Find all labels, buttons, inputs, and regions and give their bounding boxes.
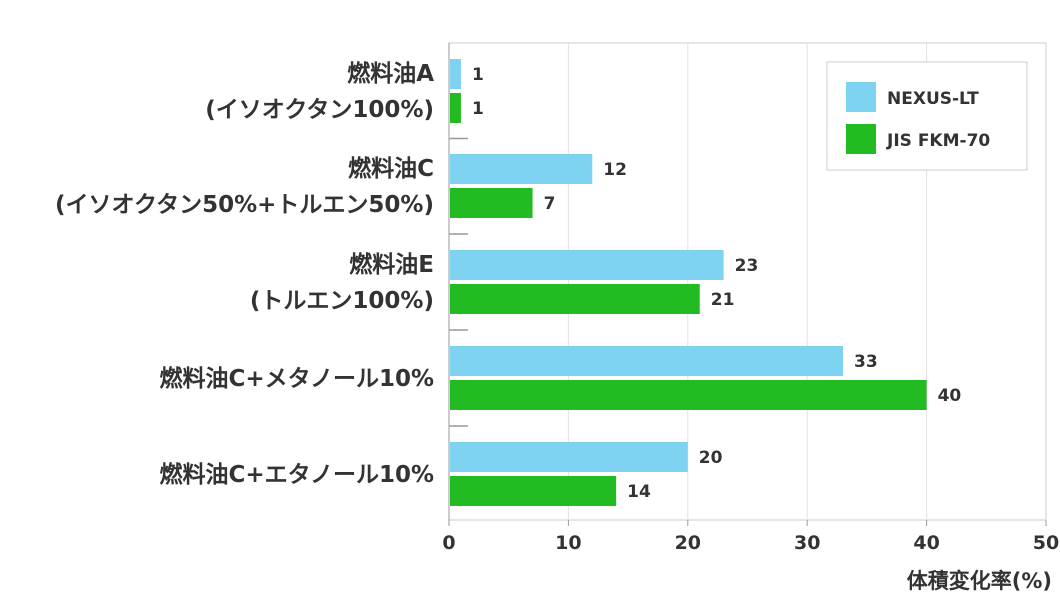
bar-nexus-lt: [450, 250, 724, 280]
x-tick-label: 20: [675, 532, 701, 554]
bar-nexus-lt: [450, 154, 593, 184]
bar-jis-fkm-70: [450, 380, 927, 410]
bar-nexus-lt: [450, 442, 688, 472]
bar-nexus-lt: [450, 59, 461, 89]
bar-nexus-lt: [450, 346, 844, 376]
value-label: 12: [603, 160, 627, 180]
x-tick-label: 30: [794, 532, 820, 554]
value-label: 1: [472, 99, 484, 119]
bars-layer: [450, 59, 927, 506]
legend-label: JIS FKM-70: [886, 131, 990, 151]
bar-jis-fkm-70: [450, 188, 533, 218]
category-label: 燃料油C+メタノール10%: [159, 365, 434, 392]
labels-layer: 0 10 20 30 40 50 1 12 23 33 20 1 7 21 40 14 燃料油A (イソオクタン1…: [55, 60, 1059, 554]
x-tick-label: 0: [442, 532, 455, 554]
category-label: (イソオクタン100%): [205, 97, 434, 123]
category-label: 燃料油C: [348, 155, 434, 182]
legend-swatch: [846, 82, 876, 112]
legend: NEXUS-LT JIS FKM-70: [826, 61, 1028, 171]
x-axis-title: 体積変化率(%): [907, 569, 1052, 593]
value-label: 20: [699, 448, 723, 468]
value-label: 40: [938, 386, 962, 406]
value-label: 7: [544, 194, 556, 214]
value-label: 23: [735, 256, 759, 276]
category-label: 燃料油E: [349, 251, 434, 278]
bar-jis-fkm-70: [450, 93, 461, 123]
legend-label: NEXUS-LT: [887, 89, 979, 109]
category-label: (イソオクタン50%+トルエン50%): [55, 192, 434, 218]
bar-jis-fkm-70: [450, 284, 700, 314]
x-tick-label: 40: [913, 532, 939, 554]
x-tick-label: 50: [1033, 532, 1059, 554]
bar-jis-fkm-70: [450, 476, 617, 506]
category-label: (トルエン100%): [250, 288, 434, 314]
value-label: 14: [627, 482, 651, 502]
legend-swatch: [846, 124, 876, 154]
value-label: 21: [711, 290, 735, 310]
value-label: 33: [854, 352, 878, 372]
category-label: 燃料油C+エタノール10%: [159, 461, 434, 488]
x-tick-label: 10: [555, 532, 581, 554]
value-label: 1: [472, 65, 484, 85]
category-label: 燃料油A: [347, 60, 434, 87]
